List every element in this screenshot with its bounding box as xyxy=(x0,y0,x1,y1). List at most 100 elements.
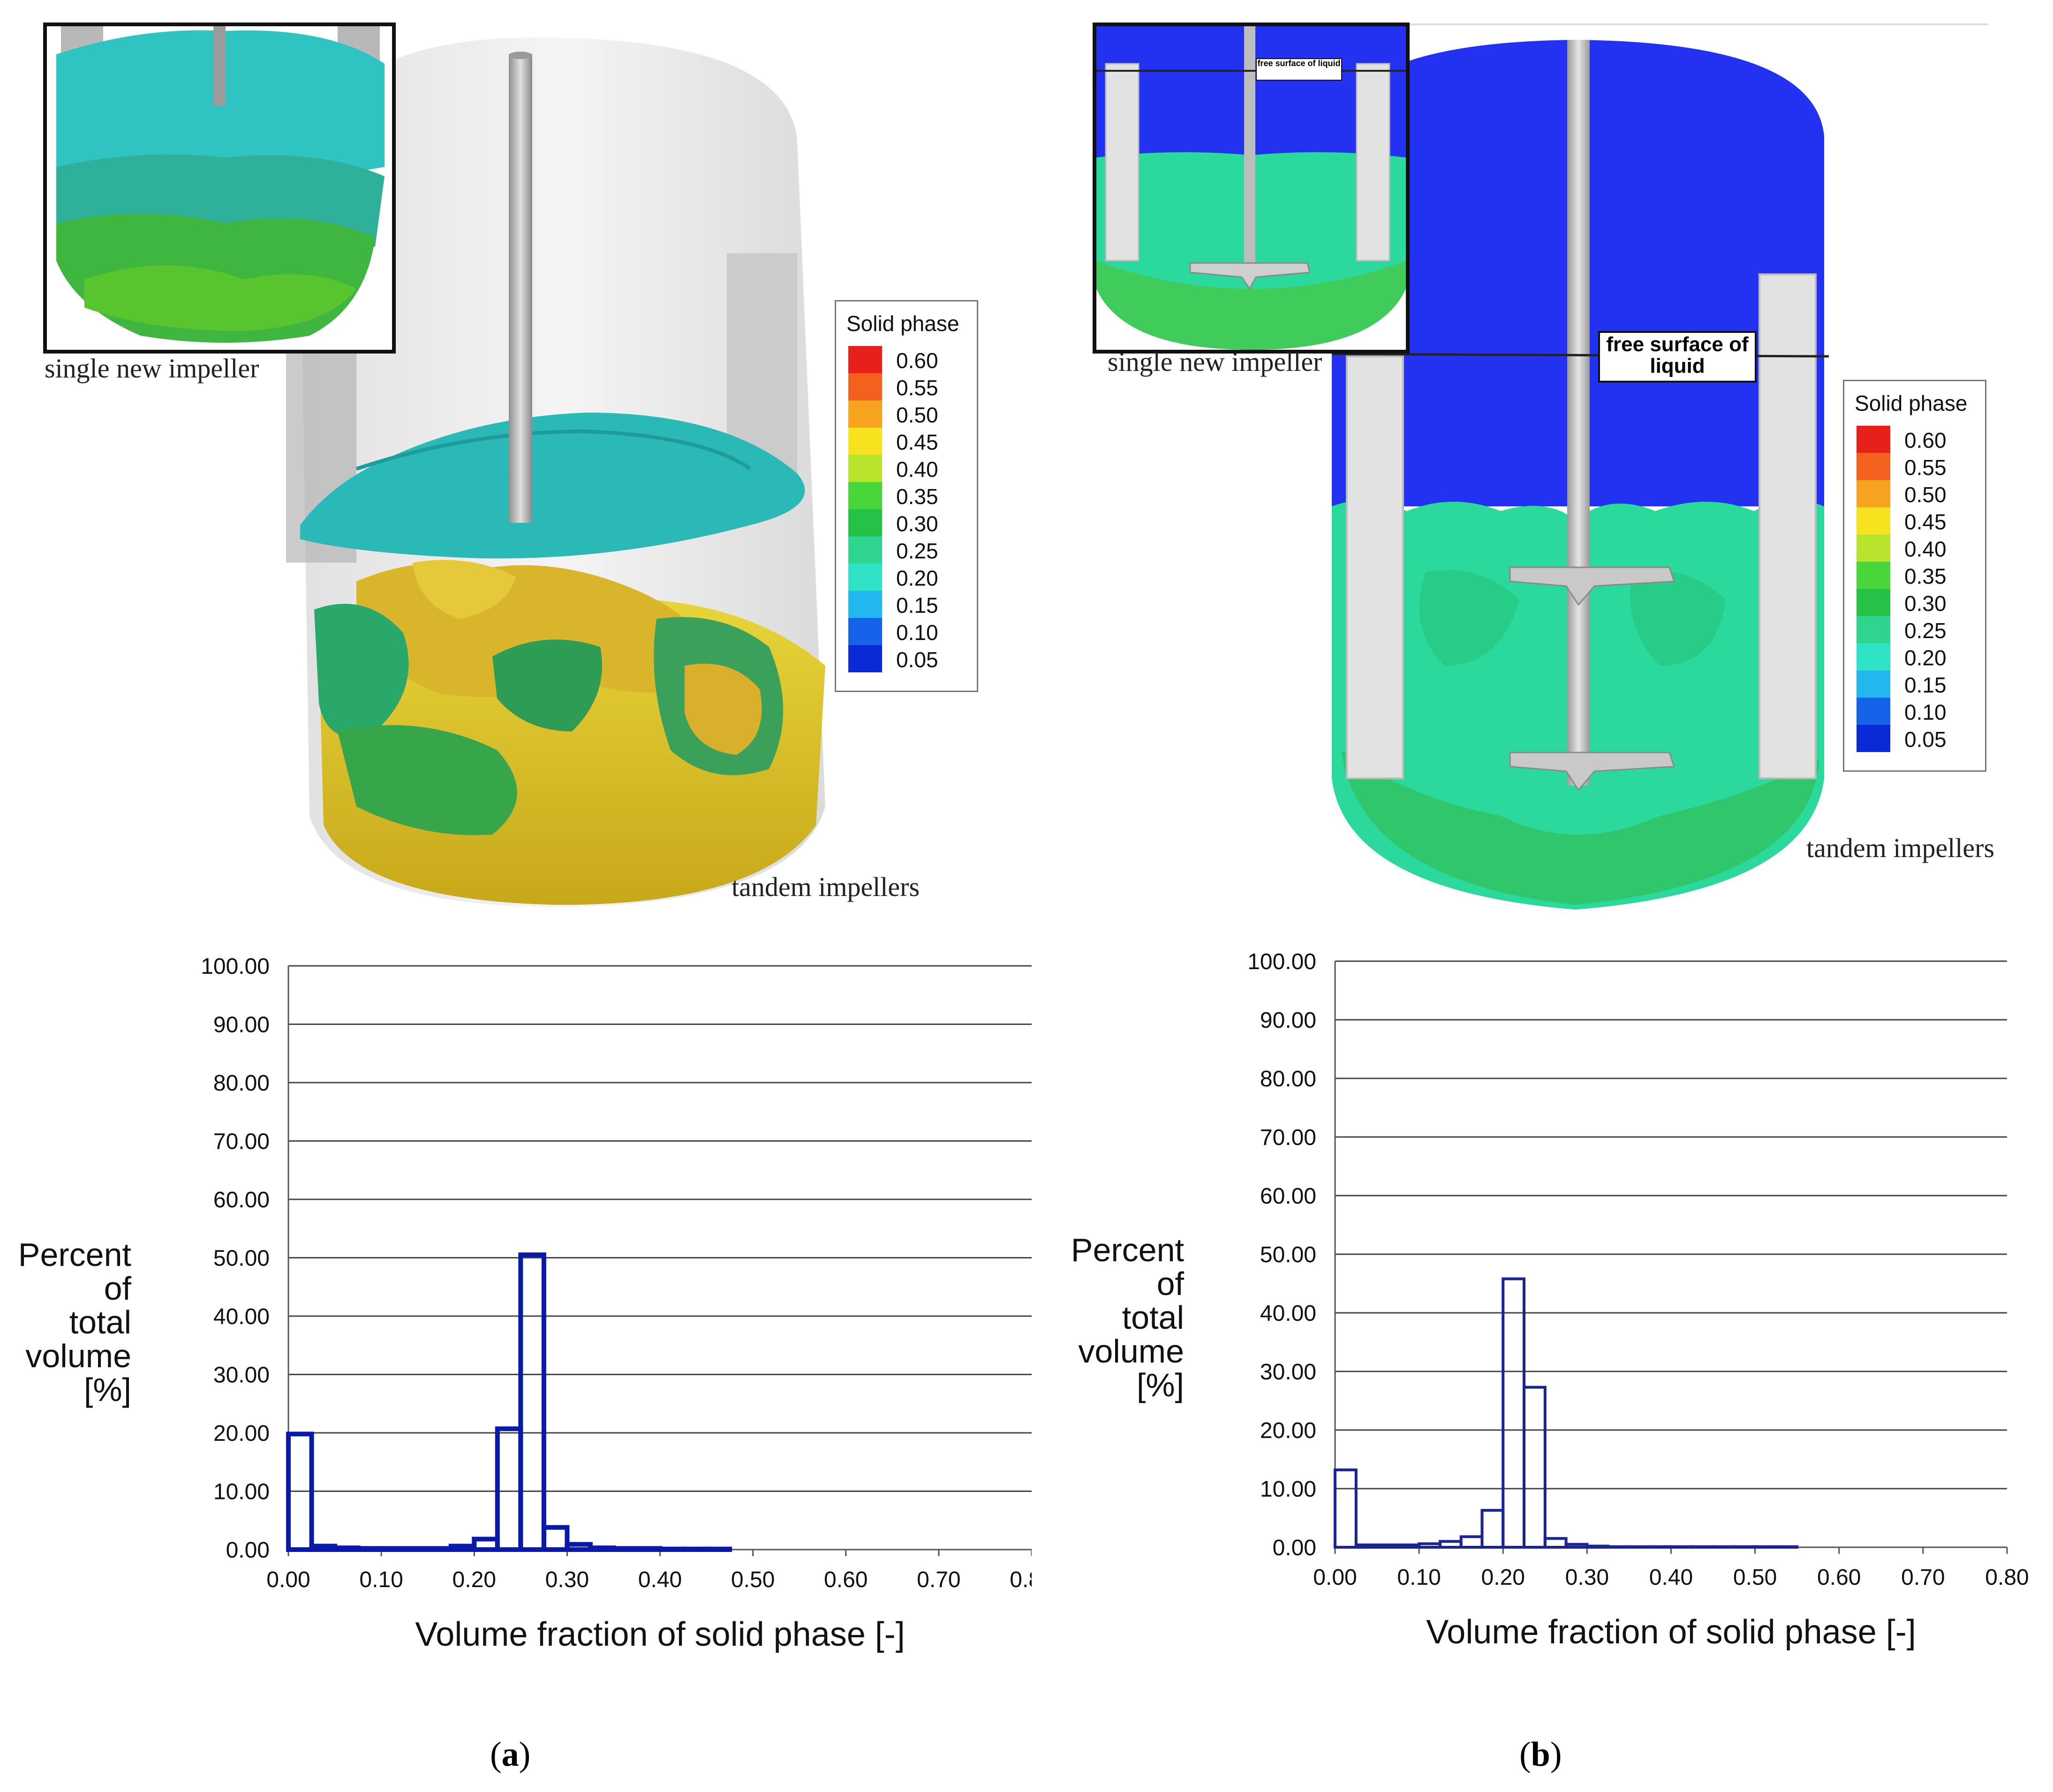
histogram-bar xyxy=(1418,1542,1442,1549)
legend-swatch xyxy=(1857,562,1890,589)
y-tick-label: 80.00 xyxy=(1260,1067,1316,1092)
legend-title: Solid phase xyxy=(1855,391,1968,415)
legend-swatch xyxy=(1857,616,1890,643)
y-tick-label: 0.00 xyxy=(226,1538,270,1563)
histogram-bar xyxy=(1375,1544,1400,1549)
histogram-bar xyxy=(1502,1277,1526,1549)
legend-label: 0.15 xyxy=(896,593,938,617)
y-tick-label: 70.00 xyxy=(213,1129,270,1154)
histogram-bar xyxy=(1480,1509,1505,1549)
legend-swatch xyxy=(848,482,882,509)
y-tick-label: 0.00 xyxy=(1273,1536,1316,1560)
y-tick-label: 50.00 xyxy=(213,1246,270,1271)
x-tick-label: 0.70 xyxy=(917,1567,960,1592)
y-tick-label: 30.00 xyxy=(213,1363,270,1388)
legend-swatch xyxy=(1857,643,1890,670)
legend-label: 0.35 xyxy=(1904,564,1947,588)
legend-swatch xyxy=(1857,725,1890,752)
y-axis-label: total xyxy=(1122,1299,1184,1336)
y-axis-label: Percent xyxy=(1071,1232,1184,1268)
y-tick-label: 20.00 xyxy=(1260,1418,1316,1443)
histogram-bar xyxy=(495,1426,523,1552)
panel-a-main-caption: tandem impellers xyxy=(732,872,920,902)
legend-label: 0.50 xyxy=(1904,482,1947,507)
legend-swatch xyxy=(1857,698,1890,725)
panel-label-b: (b) xyxy=(1519,1735,1562,1774)
legend-swatch xyxy=(848,400,882,428)
y-tick-label: 10.00 xyxy=(213,1480,270,1505)
panel-b-inset-caption: single new impeller xyxy=(1108,346,1322,377)
panel-a-inset-caption: single new impeller xyxy=(45,353,259,384)
y-axis-label: volume xyxy=(25,1338,131,1374)
x-tick-label: 0.40 xyxy=(1649,1565,1693,1590)
legend-label: 0.20 xyxy=(896,566,938,590)
x-tick-label: 0.80 xyxy=(1010,1567,1032,1592)
histogram-bar xyxy=(1543,1537,1568,1549)
y-tick-label: 100.00 xyxy=(201,954,270,979)
histogram-bar xyxy=(1564,1543,1589,1549)
x-tick-label: 0.50 xyxy=(1733,1565,1777,1590)
legend-label: 0.60 xyxy=(896,348,938,373)
legend-label: 0.25 xyxy=(1904,618,1947,643)
histogram-bar xyxy=(1459,1535,1484,1549)
histogram-a: 0.00 10.00 20.00 30.00 40.00 50.00 60.00 70.00 8… xyxy=(18,954,1032,1653)
histogram-bar xyxy=(565,1542,593,1552)
legend-label: 0.60 xyxy=(1904,428,1947,452)
legend-swatch xyxy=(1857,507,1890,535)
panel-a-legend: Solid phase 0.60 0.55 0.50 0.45 0.40 0.35 0.30… xyxy=(835,300,978,692)
y-axis-label: total xyxy=(69,1304,131,1340)
panel-b-inset: free surface of liquid xyxy=(1093,23,1410,354)
x-tick-label: 0.70 xyxy=(1901,1565,1945,1590)
y-tick-label: 80.00 xyxy=(213,1071,270,1096)
inset-b-free-surface-label: free surface of liquid xyxy=(1256,58,1342,81)
legend-label: 0.45 xyxy=(896,430,938,454)
legend-swatch xyxy=(848,346,882,373)
y-axis-label: of xyxy=(104,1270,132,1307)
x-tick-label: 0.10 xyxy=(1397,1565,1441,1590)
panel-b-rendering xyxy=(1079,0,2053,919)
legend-label: 0.50 xyxy=(896,403,938,427)
y-axis-label: Percent xyxy=(18,1236,131,1273)
y-tick-label: 10.00 xyxy=(1260,1477,1316,1502)
legend-swatch xyxy=(848,373,882,400)
histogram-b: 0.00 10.00 20.00 30.00 40.00 50.00 60.00 70.00 8… xyxy=(1071,949,2029,1651)
legend-swatch xyxy=(1857,453,1890,480)
histogram-bar xyxy=(1354,1544,1379,1549)
histogram-bar xyxy=(402,1546,430,1552)
x-tick-label: 0.00 xyxy=(266,1567,310,1592)
tank-a-illustration xyxy=(286,38,825,907)
histogram-bar xyxy=(1334,1468,1358,1549)
legend-label: 0.05 xyxy=(1904,727,1947,752)
histogram-bar xyxy=(425,1546,453,1552)
x-tick-label: 0.80 xyxy=(1985,1565,2029,1590)
y-axis-label: [%] xyxy=(1137,1367,1184,1403)
histogram-bar xyxy=(309,1544,338,1552)
histogram-bar xyxy=(379,1546,407,1552)
y-tick-label: 20.00 xyxy=(213,1421,270,1446)
legend-swatch xyxy=(848,455,882,482)
x-tick-label: 0.10 xyxy=(359,1567,403,1592)
y-tick-label: 70.00 xyxy=(1260,1125,1316,1150)
legend-swatch xyxy=(848,509,882,536)
histogram-bar xyxy=(634,1546,663,1552)
legend-label: 0.45 xyxy=(1904,510,1947,534)
y-tick-label: 60.00 xyxy=(1260,1184,1316,1209)
legend-swatch xyxy=(848,536,882,564)
histogram-bar xyxy=(332,1545,361,1552)
panel-label-a: (a) xyxy=(490,1735,531,1774)
legend-swatch xyxy=(1857,589,1890,616)
legend-label: 0.55 xyxy=(896,376,938,400)
y-tick-label: 30.00 xyxy=(1260,1360,1316,1385)
y-axis-label: [%] xyxy=(84,1371,131,1408)
panel-b-main-caption: tandem impellers xyxy=(1806,833,1995,863)
legend-label: 0.30 xyxy=(896,512,938,536)
x-tick-label: 0.30 xyxy=(545,1567,589,1592)
legend-label: 0.30 xyxy=(1904,591,1947,616)
legend-label: 0.10 xyxy=(1904,700,1947,724)
histogram-bar xyxy=(448,1544,477,1552)
legend-swatch xyxy=(1857,426,1890,453)
legend-label: 0.25 xyxy=(896,539,938,563)
histogram-bar xyxy=(355,1546,384,1552)
x-tick-label: 0.20 xyxy=(453,1567,496,1592)
y-axis-label: volume xyxy=(1078,1333,1184,1370)
